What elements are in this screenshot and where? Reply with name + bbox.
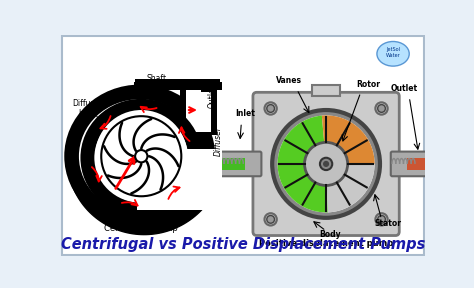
Polygon shape [67,87,222,235]
Circle shape [378,215,385,223]
Bar [191,158,245,170]
Wedge shape [322,115,374,164]
Circle shape [94,109,188,203]
Circle shape [375,213,388,226]
Ellipse shape [71,92,208,221]
Ellipse shape [377,41,409,66]
FancyBboxPatch shape [253,92,399,236]
Circle shape [323,161,329,167]
Bar [407,158,461,170]
Text: Rotor: Rotor [356,80,381,89]
FancyBboxPatch shape [391,151,432,176]
Wedge shape [278,115,328,213]
Circle shape [264,102,277,115]
Text: Stator: Stator [374,219,401,228]
Bar [137,149,222,210]
Bar [312,85,340,96]
Circle shape [267,105,274,112]
Text: Shaft: Shaft [146,74,167,83]
Bar [135,79,220,88]
Text: Diffuser: Diffuser [214,126,223,156]
Text: Inlet: Inlet [235,109,255,118]
Circle shape [304,142,347,185]
Circle shape [93,109,189,204]
Circle shape [267,215,274,223]
Text: Body: Body [319,230,341,239]
Text: Diffuser
body: Diffuser body [72,99,102,118]
Circle shape [320,158,332,170]
Circle shape [95,110,188,202]
Text: Positive displacement pump: Positive displacement pump [259,238,393,248]
Bar [134,82,222,90]
Bar [186,88,201,128]
Ellipse shape [455,158,465,170]
Circle shape [135,150,147,162]
Ellipse shape [79,99,201,213]
Circle shape [378,105,385,112]
Text: Outlet: Outlet [391,84,418,93]
FancyBboxPatch shape [220,151,261,176]
Circle shape [78,93,204,219]
Wedge shape [326,164,374,213]
Circle shape [272,110,380,218]
Text: Inlet: Inlet [124,213,144,222]
Bar [180,88,217,135]
Circle shape [375,102,388,115]
Bar [176,119,186,135]
Text: JetSol
Water: JetSol Water [386,47,401,58]
Text: Vanes: Vanes [276,76,302,85]
Bar [182,88,206,133]
Text: Centrifugal pump: Centrifugal pump [104,224,178,233]
Text: Outlet: Outlet [208,84,217,108]
Circle shape [264,213,277,226]
Circle shape [278,115,374,213]
Text: Centrifugal vs Positive Displacement Pumps: Centrifugal vs Positive Displacement Pum… [61,237,425,252]
Bar [186,92,210,132]
